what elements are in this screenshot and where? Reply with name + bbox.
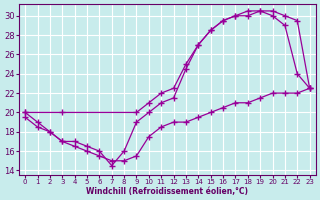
X-axis label: Windchill (Refroidissement éolien,°C): Windchill (Refroidissement éolien,°C) xyxy=(86,187,248,196)
